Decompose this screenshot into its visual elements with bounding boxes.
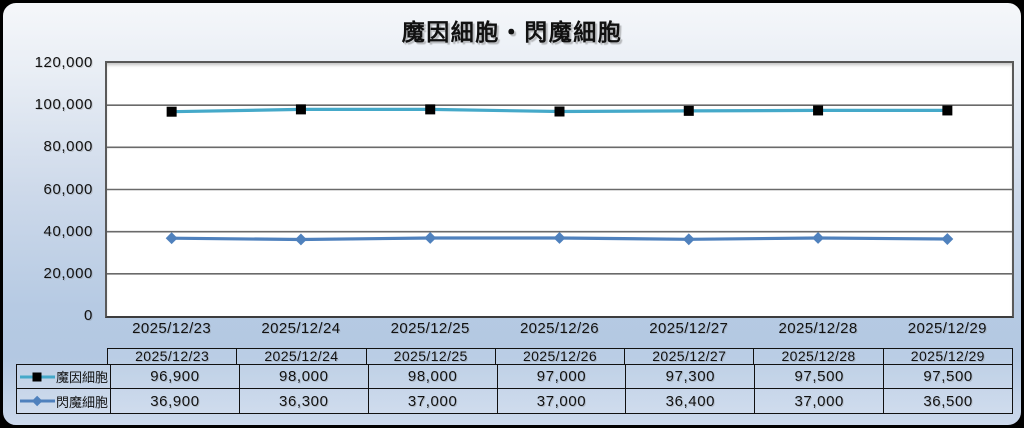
table-value-cell: 37,000 [754, 389, 883, 413]
legend-marker-shape [31, 395, 43, 407]
x-axis: 2025/12/23 2025/12/24 2025/12/25 2025/12/26… [107, 320, 1012, 337]
data-point-0-1 [295, 104, 306, 115]
table-value-cell: 37,000 [367, 389, 497, 413]
table-header-cell: 2025/12/29 [882, 349, 1012, 364]
y-axis-label: 0 [84, 307, 93, 324]
plot-area [105, 61, 1014, 318]
table-value-cell: 97,000 [496, 365, 626, 388]
y-axis-label: 80,000 [43, 138, 93, 156]
legend-label: 魔因細胞 [56, 370, 109, 385]
data-point-0-5 [813, 105, 824, 116]
data-point-0-2 [425, 104, 436, 115]
table-header-row: 2025/12/23 2025/12/24 2025/12/25 2025/12/26… [107, 348, 1013, 365]
y-axis-label: 100,000 [34, 96, 93, 114]
data-point-1-6 [941, 233, 954, 245]
data-point-1-2 [424, 232, 437, 244]
table-value-cell: 37,000 [496, 389, 626, 413]
y-axis-label: 40,000 [43, 222, 93, 240]
legend-cell: 閃魔細胞 [17, 389, 110, 413]
table-value-cell: 36,900 [110, 389, 239, 413]
chart-canvas [107, 104, 1012, 275]
table-value-cell: 36,400 [625, 389, 754, 413]
table-row: 魔因細胞 96,900 98,000 98,000 97,000 97,300 97,500… [16, 364, 1013, 389]
data-point-1-1 [294, 233, 307, 246]
legend-marker-shape [32, 372, 42, 381]
y-axis-label: 60,000 [43, 180, 93, 198]
table-value-cell: 36,500 [883, 389, 1012, 413]
x-axis-label: 2025/12/24 [261, 320, 341, 337]
x-axis-label: 2025/12/27 [649, 320, 729, 337]
x-axis-label: 2025/12/23 [132, 320, 212, 337]
data-point-0-4 [683, 105, 694, 116]
data-point-0-3 [554, 106, 565, 117]
data-point-1-0 [165, 232, 178, 245]
legend-diamond-marker-icon [20, 395, 55, 407]
table-value-cell: 98,000 [238, 365, 368, 388]
data-point-0-6 [942, 105, 953, 116]
table-value-cell: 98,000 [367, 365, 497, 388]
table-value-cell: 97,500 [883, 365, 1012, 388]
table-value-cell: 36,300 [238, 389, 368, 413]
x-axis-label: 2025/12/26 [519, 320, 600, 337]
table-header-cell: 2025/12/24 [236, 349, 365, 364]
table-header-cell: 2025/12/28 [753, 349, 882, 364]
table-header-cell: 2025/12/27 [624, 349, 753, 364]
table-header-cell: 2025/12/25 [365, 349, 495, 364]
data-point-1-4 [682, 233, 695, 246]
y-axis-label: 120,000 [34, 54, 93, 71]
data-point-0-0 [166, 106, 177, 117]
table-header-cell: 2025/12/26 [494, 349, 624, 364]
table-value-cell: 96,900 [110, 365, 239, 388]
legend-label: 閃魔細胞 [56, 394, 109, 410]
chart-title: 魔因細胞・閃魔細胞 [401, 19, 623, 45]
y-axis-label: 20,000 [43, 264, 93, 282]
legend-cell: 魔因細胞 [17, 365, 110, 388]
legend-square-marker-icon [20, 372, 55, 381]
table-value-cell: 97,500 [754, 365, 883, 388]
data-point-1-3 [553, 232, 566, 244]
x-axis-label: 2025/12/28 [778, 320, 858, 337]
data-point-1-5 [812, 232, 825, 244]
table-row: 閃魔細胞 36,900 36,300 37,000 37,000 36,400 37,000… [16, 388, 1013, 414]
x-axis-label: 2025/12/29 [907, 320, 987, 337]
table-value-cell: 97,300 [625, 365, 754, 388]
x-axis-label: 2025/12/25 [390, 320, 470, 337]
table-header-cell: 2025/12/23 [135, 348, 210, 364]
